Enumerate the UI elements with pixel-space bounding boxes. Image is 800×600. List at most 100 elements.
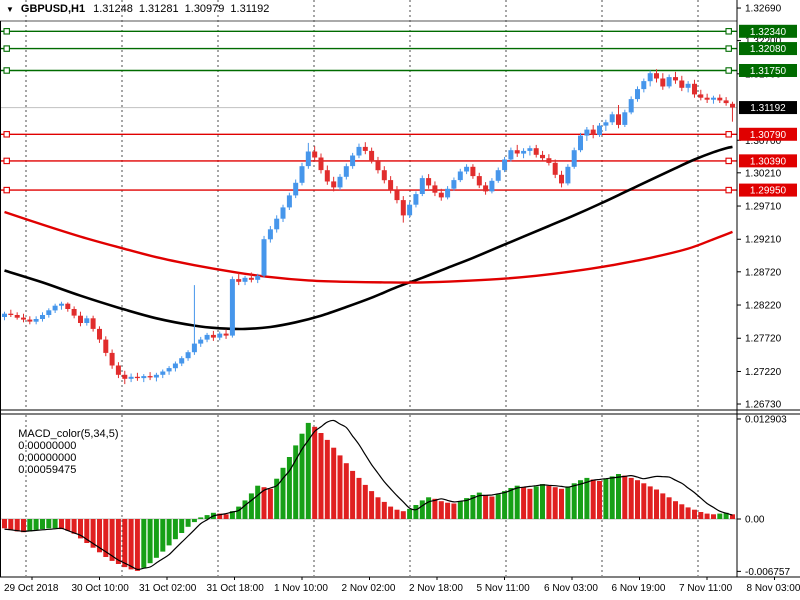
macd-histogram-bar (97, 519, 102, 553)
price-badge-bg (739, 183, 797, 197)
macd-histogram-bar (540, 484, 545, 519)
level-line-handle[interactable] (725, 131, 732, 138)
candle-body (527, 148, 533, 151)
candle-body (508, 150, 514, 160)
candle-body (179, 358, 185, 364)
macd-histogram-bar (616, 474, 621, 519)
candle-body (261, 239, 267, 276)
macd-histogram-bar (483, 495, 489, 519)
candle-body (457, 171, 463, 181)
candle-body (647, 73, 653, 82)
macd-histogram-bar (8, 519, 14, 530)
macd-histogram-bar (400, 511, 406, 519)
level-line-handle[interactable] (3, 67, 10, 74)
price-tick-label: 1.30700 (745, 136, 782, 147)
candle-body (438, 192, 444, 198)
candle-body (331, 181, 337, 188)
candle-body (46, 310, 52, 315)
price-level-badge: 1.32340 (739, 24, 797, 38)
level-line-handle[interactable] (3, 157, 10, 165)
macd-histogram-bar (78, 519, 83, 539)
candle-body (540, 154, 545, 159)
time-axis[interactable]: 29 Oct 2018 30 Oct 10:00 31 Oct 02:00 31 Oc… (4, 577, 800, 594)
symbol-dropdown-icon[interactable]: ▼ (6, 4, 14, 14)
macd-histogram-bar (172, 519, 178, 540)
candle-body (451, 180, 457, 189)
price-badge-label: 1.32340 (750, 27, 787, 38)
macd-histogram-bar (229, 511, 235, 519)
macd-histogram-bar (350, 470, 356, 519)
candle-body (641, 81, 647, 90)
candle-body (730, 103, 735, 108)
level-line-handle[interactable] (725, 157, 732, 165)
macd-histogram-bar (407, 508, 413, 519)
candle-body (502, 159, 508, 171)
candle-body (255, 275, 261, 280)
price-axis[interactable]: 1.326901.322001.317001.307001.302101.297… (737, 4, 797, 578)
candle-body (71, 309, 77, 316)
time-label: 5 Nov 11:00 (477, 583, 531, 594)
macd-histogram-bar (502, 491, 508, 519)
candle-body (483, 185, 489, 192)
macd-histogram-bar (343, 463, 349, 519)
macd-histogram-bar (318, 433, 324, 519)
indicator-value-signal: 0.00000000 (18, 452, 77, 464)
time-label: 6 Nov 19:00 (612, 583, 666, 594)
candle-body (546, 158, 552, 163)
macd-histogram-bar (394, 509, 400, 519)
level-line-handle[interactable] (3, 45, 10, 52)
candle-body (286, 195, 292, 208)
macd-histogram-bar (673, 501, 678, 519)
candle-body (635, 89, 640, 100)
symbol-title[interactable]: ▼ GBPUSD,H1 1.31248 1.31281 1.30979 1.31… (6, 2, 275, 16)
indicator-value-macd: 0.00000000 (18, 440, 77, 452)
price-badge-label: 1.29950 (750, 186, 787, 197)
time-label: 6 Nov 03:00 (544, 583, 598, 594)
candle-body (84, 318, 90, 323)
macd-histogram-bar (666, 497, 672, 519)
candle-body (616, 114, 621, 125)
macd-histogram-bar (324, 439, 330, 519)
time-label: 2 Nov 18:00 (409, 583, 463, 594)
level-line-handle[interactable] (725, 28, 732, 35)
candle-body (578, 135, 583, 151)
ma-red-line (4, 210, 733, 284)
candle-body (685, 83, 691, 88)
level-line-handle[interactable] (725, 186, 732, 194)
macd-histogram-bar (267, 488, 273, 519)
macd-histogram-bar (704, 513, 710, 519)
candle-body (464, 166, 470, 172)
candle-body (692, 83, 697, 95)
candle-body (2, 313, 7, 317)
macd-histogram-bar (274, 478, 280, 519)
candle-body (445, 188, 451, 198)
price-tick-label: 1.32690 (745, 4, 782, 15)
macd-histogram-bar (65, 519, 71, 531)
level-line-handle[interactable] (725, 67, 732, 74)
macd-histogram-bar (217, 513, 223, 519)
level-line-handle[interactable] (725, 45, 732, 52)
candle-body (362, 146, 368, 151)
candle-body (571, 150, 577, 167)
macd-histogram-bar (622, 475, 628, 519)
macd-histogram-bar (166, 519, 172, 546)
level-line-handle[interactable] (3, 28, 10, 35)
time-label: 8 Nov 03:00 (747, 583, 800, 594)
macd-histogram-bar (445, 502, 451, 519)
macd-histogram-bar (476, 492, 482, 519)
level-line-handle[interactable] (3, 131, 10, 138)
level-line-handle[interactable] (3, 186, 10, 194)
macd-histogram-bar (115, 519, 121, 564)
macd-histogram-bar (388, 506, 394, 519)
macd-histogram-bar (521, 487, 527, 519)
macd-histogram-bar (489, 496, 495, 519)
candle-body (248, 277, 254, 280)
macd-histogram-bar (609, 476, 615, 519)
macd-histogram-bar (33, 519, 39, 530)
candle-body (476, 176, 482, 186)
macd-signal-line (4, 419, 733, 571)
macd-histogram-bar (654, 489, 659, 519)
price-badge-label: 1.30390 (750, 156, 787, 167)
